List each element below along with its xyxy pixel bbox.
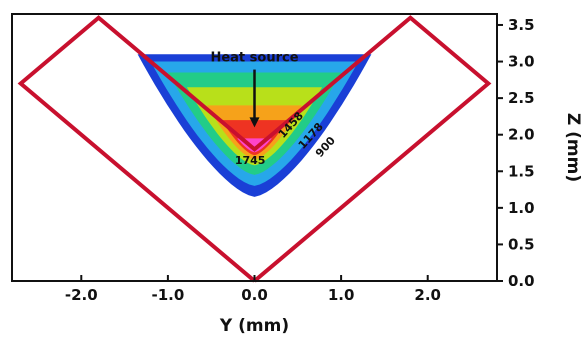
y-tick-label: 0.5 [508, 235, 535, 253]
isotherm-label: 1745 [235, 154, 266, 167]
x-tick-label: 0.0 [241, 286, 268, 304]
y-tick-label: 3.5 [508, 16, 535, 34]
x-tick-label: 1.0 [328, 286, 355, 304]
y-axis-ticks: 0.0 0.5 1.0 1.5 2.0 2.5 3.0 3.5 [497, 16, 535, 290]
y-tick-label: 0.0 [508, 272, 535, 290]
x-axis-ticks: -2.0 -1.0 0.0 1.0 2.0 [65, 275, 441, 304]
y-tick-label: 2.0 [508, 126, 535, 144]
y-tick-label: 3.0 [508, 53, 535, 71]
y-tick-label: 1.0 [508, 199, 535, 217]
x-axis-title: Y (mm) [219, 316, 289, 336]
y-tick-label: 2.5 [508, 89, 535, 107]
y-axis-title: Z (mm) [563, 113, 581, 182]
weld-outline [17, 15, 492, 283]
y-tick-label: 1.5 [508, 162, 535, 180]
contour-band-5 [221, 120, 288, 156]
heat-source-arrowhead [249, 117, 260, 128]
heat-source-label: Heat source [210, 51, 298, 66]
x-tick-label: -1.0 [151, 286, 184, 304]
outline-line [17, 15, 492, 283]
x-tick-label: -2.0 [65, 286, 98, 304]
x-tick-label: 2.0 [414, 286, 441, 304]
